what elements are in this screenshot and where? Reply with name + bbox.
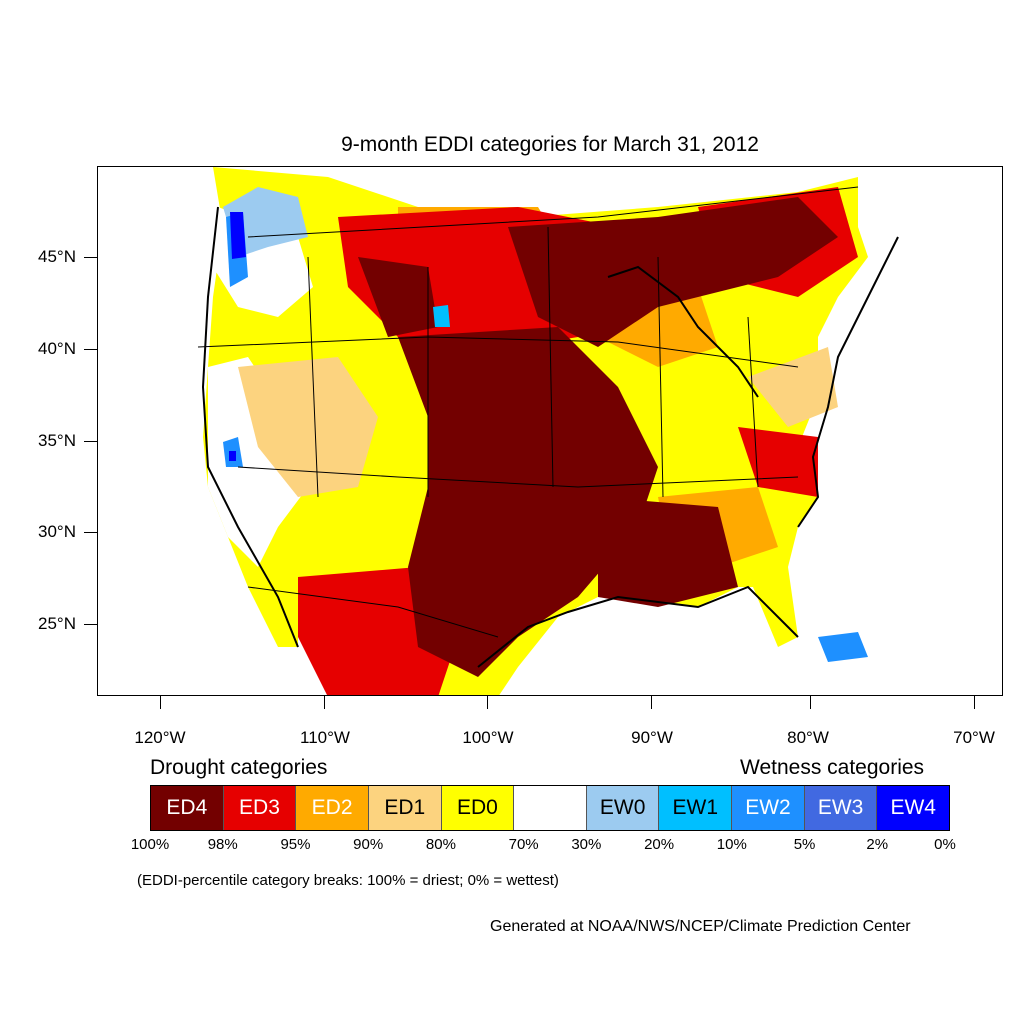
legend-swatch-ed3: ED3 [223,786,297,830]
lon-label-70: 70°W [953,728,995,747]
ed4-north-central [508,197,838,347]
lon-tick-110 [324,696,325,709]
ed4-plains [398,327,658,677]
legend-break-label: 80% [425,836,456,853]
legend-break-label: 90% [353,836,384,853]
legend-swatch-ew0: EW0 [586,786,660,830]
lon-tick-90 [651,696,652,709]
map-title: 9-month EDDI categories for March 31, 20… [341,133,759,156]
legend-swatch-ed2: ED2 [296,786,369,830]
legend-swatch-ed0: ED0 [441,786,515,830]
wetness-heading: Wetness categories [740,756,925,779]
lon-label-90: 90°W [631,728,673,747]
eddi-map [197,167,899,695]
legend-break-label: 98% [207,836,238,853]
legend-break-label: 2% [866,836,889,853]
drought-heading: Drought categories [150,756,328,779]
lat-label-35: 35°N [38,431,76,450]
legend-break-label: 0% [934,836,956,853]
break-note: (EDDI-percentile category breaks: 100% =… [137,872,559,889]
legend-break-label: 100% [130,836,170,853]
lon-label-80: 80°W [787,728,829,747]
ed4-south [598,497,738,607]
legend-swatch-ew2: EW2 [732,786,805,830]
ew4-washington [230,212,246,259]
coastlines [201,206,899,668]
legend-color-bar: ED4 ED3 ED2 ED1 ED0 EW0 EW1 EW2 EW3 EW4 [150,785,950,831]
lat-tick-30 [84,532,97,533]
ed4-rockies [358,257,438,337]
lat-label-30: 30°N [38,522,76,541]
ew4-california [229,451,236,461]
legend-swatch-normal [514,786,587,830]
legend-break-label: 10% [716,836,747,853]
legend-break-label: 70% [508,836,539,853]
map-panel [97,166,1003,696]
lat-label-25: 25°N [38,614,76,633]
legend-swatch-ed1: ED1 [368,786,442,830]
lat-label-45: 45°N [38,247,76,266]
category-regions [203,167,868,695]
legend-break-label: 20% [644,836,675,853]
lat-label-40: 40°N [38,339,76,358]
ed1-southwest [238,357,378,497]
lon-label-120: 120°W [134,728,186,747]
lat-tick-25 [84,624,97,625]
lon-label-110: 110°W [300,728,350,747]
state-borders [197,186,859,638]
lon-tick-120 [160,696,161,709]
lat-tick-45 [84,257,97,258]
legend-swatch-ew3: EW3 [804,786,878,830]
lon-label-100: 100°W [462,728,514,747]
ew1-wyoming [433,305,450,327]
lat-tick-40 [84,349,97,350]
legend-break-label: 5% [793,836,816,853]
ew2-caribbean [818,632,868,662]
legend-swatch-ed4: ED4 [151,786,224,830]
legend-break-label: 95% [280,836,311,853]
ed1-northeast [748,347,838,427]
legend-swatch-ew1: EW1 [659,786,733,830]
lon-tick-80 [810,696,811,709]
legend-break-label: 30% [571,836,602,853]
lat-tick-35 [84,441,97,442]
lon-tick-70 [974,696,975,709]
credit-line: Generated at NOAA/NWS/NCEP/Climate Predi… [490,918,911,935]
legend-swatch-ew4: EW4 [877,786,950,830]
lon-tick-100 [487,696,488,709]
